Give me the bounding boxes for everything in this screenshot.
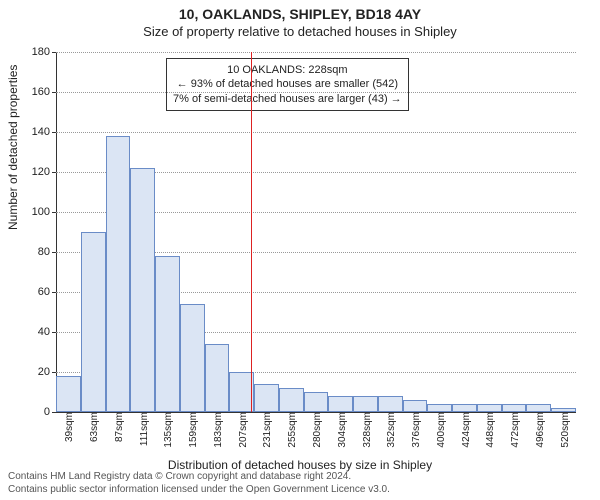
annotation-line: 10 OAKLANDS: 228sqm xyxy=(173,63,402,77)
y-axis-label: Number of detached properties xyxy=(6,65,20,230)
histogram-bar xyxy=(106,136,131,412)
y-axis-line xyxy=(56,52,57,412)
histogram-bar xyxy=(205,344,230,412)
x-tick-label: 424sqm xyxy=(461,412,472,448)
y-tick-label: 40 xyxy=(20,326,50,338)
marker-annotation: 10 OAKLANDS: 228sqm ← 93% of detached ho… xyxy=(166,58,409,111)
credit-line: Contains public sector information licen… xyxy=(8,484,390,495)
x-tick-label: 400sqm xyxy=(436,412,447,448)
y-tick-mark xyxy=(52,212,56,213)
x-tick-label: 135sqm xyxy=(163,412,174,448)
x-tick-label: 255sqm xyxy=(287,412,298,448)
x-tick-label: 352sqm xyxy=(386,412,397,448)
histogram-bar xyxy=(328,396,353,412)
credit-text: Contains HM Land Registry data © Crown c… xyxy=(8,471,592,496)
histogram-bar xyxy=(427,404,452,412)
y-tick-label: 0 xyxy=(20,406,50,418)
x-tick-label: 304sqm xyxy=(337,412,348,448)
credit-line: Contains HM Land Registry data © Crown c… xyxy=(8,471,351,482)
x-tick-label: 63sqm xyxy=(89,412,100,442)
y-tick-label: 20 xyxy=(20,366,50,378)
x-tick-label: 183sqm xyxy=(213,412,224,448)
annotation-line: ← 93% of detached houses are smaller (54… xyxy=(173,77,402,91)
x-tick-label: 472sqm xyxy=(510,412,521,448)
y-tick-mark xyxy=(52,292,56,293)
x-axis-label: Distribution of detached houses by size … xyxy=(0,458,600,472)
y-tick-mark xyxy=(52,132,56,133)
y-tick-mark xyxy=(52,332,56,333)
histogram-bar xyxy=(81,232,106,412)
page-title: 10, OAKLANDS, SHIPLEY, BD18 4AY xyxy=(0,6,600,22)
gridline xyxy=(56,132,576,133)
histogram-bar xyxy=(378,396,403,412)
x-tick-label: 448sqm xyxy=(485,412,496,448)
y-tick-label: 80 xyxy=(20,246,50,258)
histogram-bar xyxy=(254,384,279,412)
histogram-bar xyxy=(279,388,304,412)
histogram-bar xyxy=(477,404,502,412)
x-tick-label: 87sqm xyxy=(114,412,125,442)
histogram-bar xyxy=(502,404,527,412)
x-tick-label: 280sqm xyxy=(312,412,323,448)
y-tick-label: 160 xyxy=(20,86,50,98)
x-tick-label: 39sqm xyxy=(64,412,75,442)
x-tick-label: 159sqm xyxy=(188,412,199,448)
y-tick-mark xyxy=(52,372,56,373)
histogram-bar xyxy=(155,256,180,412)
annotation-line: 7% of semi-detached houses are larger (4… xyxy=(173,92,402,106)
y-tick-label: 60 xyxy=(20,286,50,298)
histogram-bar xyxy=(452,404,477,412)
chart-subtitle: Size of property relative to detached ho… xyxy=(0,24,600,39)
x-tick-label: 207sqm xyxy=(238,412,249,448)
histogram-bar xyxy=(403,400,428,412)
x-tick-label: 376sqm xyxy=(411,412,422,448)
histogram-bar xyxy=(130,168,155,412)
histogram-bar xyxy=(526,404,551,412)
x-tick-label: 328sqm xyxy=(362,412,373,448)
histogram-bar xyxy=(304,392,329,412)
x-tick-label: 496sqm xyxy=(535,412,546,448)
y-tick-mark xyxy=(52,92,56,93)
y-tick-label: 120 xyxy=(20,166,50,178)
histogram-bar xyxy=(180,304,205,412)
y-tick-mark xyxy=(52,172,56,173)
histogram-bar xyxy=(56,376,81,412)
histogram-bar xyxy=(353,396,378,412)
reference-line xyxy=(251,52,252,412)
y-tick-mark xyxy=(52,412,56,413)
x-tick-label: 231sqm xyxy=(262,412,273,448)
histogram-plot: 10 OAKLANDS: 228sqm ← 93% of detached ho… xyxy=(56,52,576,413)
gridline xyxy=(56,52,576,53)
y-tick-mark xyxy=(52,252,56,253)
gridline xyxy=(56,92,576,93)
y-tick-mark xyxy=(52,52,56,53)
y-tick-label: 100 xyxy=(20,206,50,218)
x-tick-label: 520sqm xyxy=(560,412,571,448)
y-tick-label: 140 xyxy=(20,126,50,138)
x-tick-label: 111sqm xyxy=(139,412,150,446)
y-tick-label: 180 xyxy=(20,46,50,58)
